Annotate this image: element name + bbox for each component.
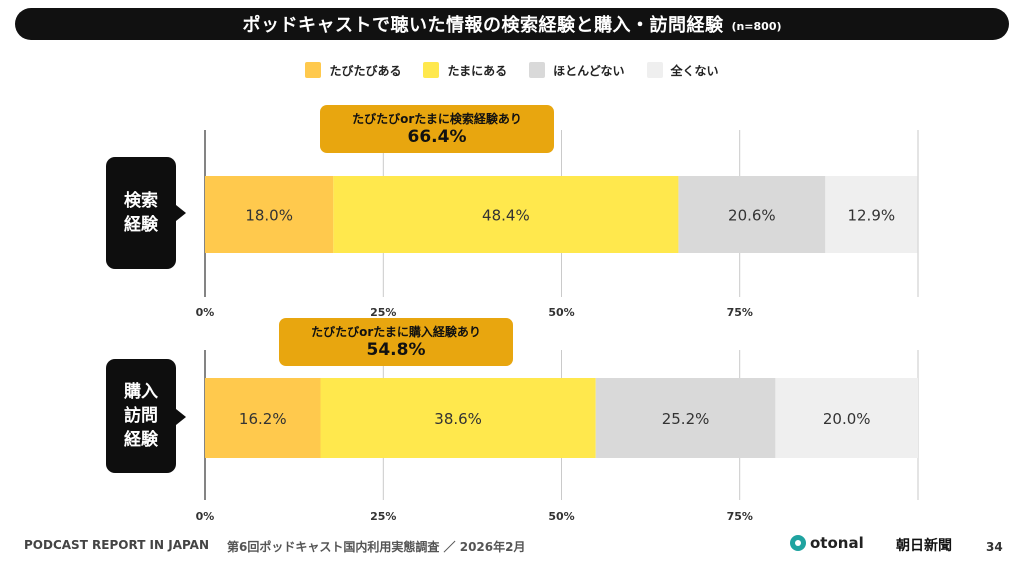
otonal-logo-text: otonal xyxy=(810,534,864,552)
bar-segment xyxy=(678,176,826,253)
otonal-icon xyxy=(790,535,806,551)
data-label: 12.9% xyxy=(847,207,895,225)
category-label-search-line1: 検索 xyxy=(124,191,158,211)
footer-report-name: PODCAST REPORT IN JAPAN xyxy=(24,538,210,552)
data-label: 25.2% xyxy=(662,410,710,428)
bar-segment xyxy=(595,378,776,458)
callout-search: たびたびorたまに検索経験あり 66.4% xyxy=(320,105,554,153)
footer: PODCAST REPORT IN JAPAN 第6回ポッドキャスト国内利用実態… xyxy=(24,538,525,555)
legend-item-frequent: たびたびある xyxy=(305,62,401,79)
callout-search-label: たびたびorたまに検索経験あり xyxy=(352,112,522,126)
data-label: 38.6% xyxy=(434,410,482,428)
x-tick-label: 25% xyxy=(370,510,396,523)
bar-segment xyxy=(333,176,679,253)
data-label: 16.2% xyxy=(239,410,287,428)
data-label: 18.0% xyxy=(245,207,293,225)
data-label: 20.6% xyxy=(728,207,776,225)
page-title: ポッドキャストで聴いた情報の検索経験と購入・訪問経験 xyxy=(242,15,724,36)
x-tick-label: 75% xyxy=(727,306,753,319)
x-tick-label: 75% xyxy=(727,510,753,523)
legend: たびたびある たまにある ほとんどない 全くない xyxy=(0,59,1024,81)
callout-purchase: たびたびorたまに購入経験あり 54.8% xyxy=(279,318,513,366)
legend-item-never: 全くない xyxy=(646,62,719,79)
x-tick-label: 50% xyxy=(548,306,574,319)
page-number: 34 xyxy=(986,540,1003,554)
legend-swatch-never xyxy=(646,62,663,78)
legend-item-rarely: ほとんどない xyxy=(529,62,625,79)
callout-purchase-label: たびたびorたまに購入経験あり xyxy=(311,325,481,339)
callout-search-value: 66.4% xyxy=(407,127,467,147)
title-bar: ポッドキャストで聴いた情報の検索経験と購入・訪問経験 (n=800) xyxy=(15,8,1009,40)
sample-size: (n=800) xyxy=(731,19,782,33)
legend-swatch-rarely xyxy=(529,62,546,78)
otonal-logo: otonal xyxy=(790,534,864,552)
category-label-search: 検索 経験 xyxy=(106,157,176,269)
legend-label-rarely: ほとんどない xyxy=(553,63,625,78)
x-tick-label: 0% xyxy=(196,306,215,319)
bar-segment xyxy=(320,378,596,458)
category-label-search-line2: 経験 xyxy=(124,215,158,235)
asahi-logo: 朝日新聞 xyxy=(896,538,952,554)
bar-segment xyxy=(825,176,918,253)
category-label-purchase-line1: 購入 xyxy=(124,382,158,402)
category-label-purchase-line3: 経験 xyxy=(124,430,158,450)
legend-swatch-occasional xyxy=(423,62,440,78)
category-label-purchase-line2: 訪問 xyxy=(124,406,158,426)
legend-item-occasional: たまにある xyxy=(423,62,507,79)
callout-purchase-value: 54.8% xyxy=(366,340,426,360)
legend-label-frequent: たびたびある xyxy=(329,63,402,78)
x-tick-label: 50% xyxy=(548,510,574,523)
bar-segment xyxy=(775,378,918,458)
legend-label-occasional: たまにある xyxy=(447,63,508,78)
legend-swatch-frequent xyxy=(305,62,322,78)
category-arrow-purchase xyxy=(176,409,186,425)
x-tick-label: 0% xyxy=(196,510,215,523)
legend-label-never: 全くない xyxy=(670,63,719,78)
footer-survey-name: 第6回ポッドキャスト国内利用実態調査 ／ 2026年2月 xyxy=(227,540,526,554)
category-label-purchase: 購入 訪問 経験 xyxy=(106,359,176,473)
category-arrow-search xyxy=(176,205,186,221)
x-tick-label: 25% xyxy=(370,306,396,319)
data-label: 48.4% xyxy=(482,207,530,225)
bar-segment xyxy=(205,176,334,253)
bar-segment xyxy=(205,378,321,458)
data-label: 20.0% xyxy=(823,410,871,428)
